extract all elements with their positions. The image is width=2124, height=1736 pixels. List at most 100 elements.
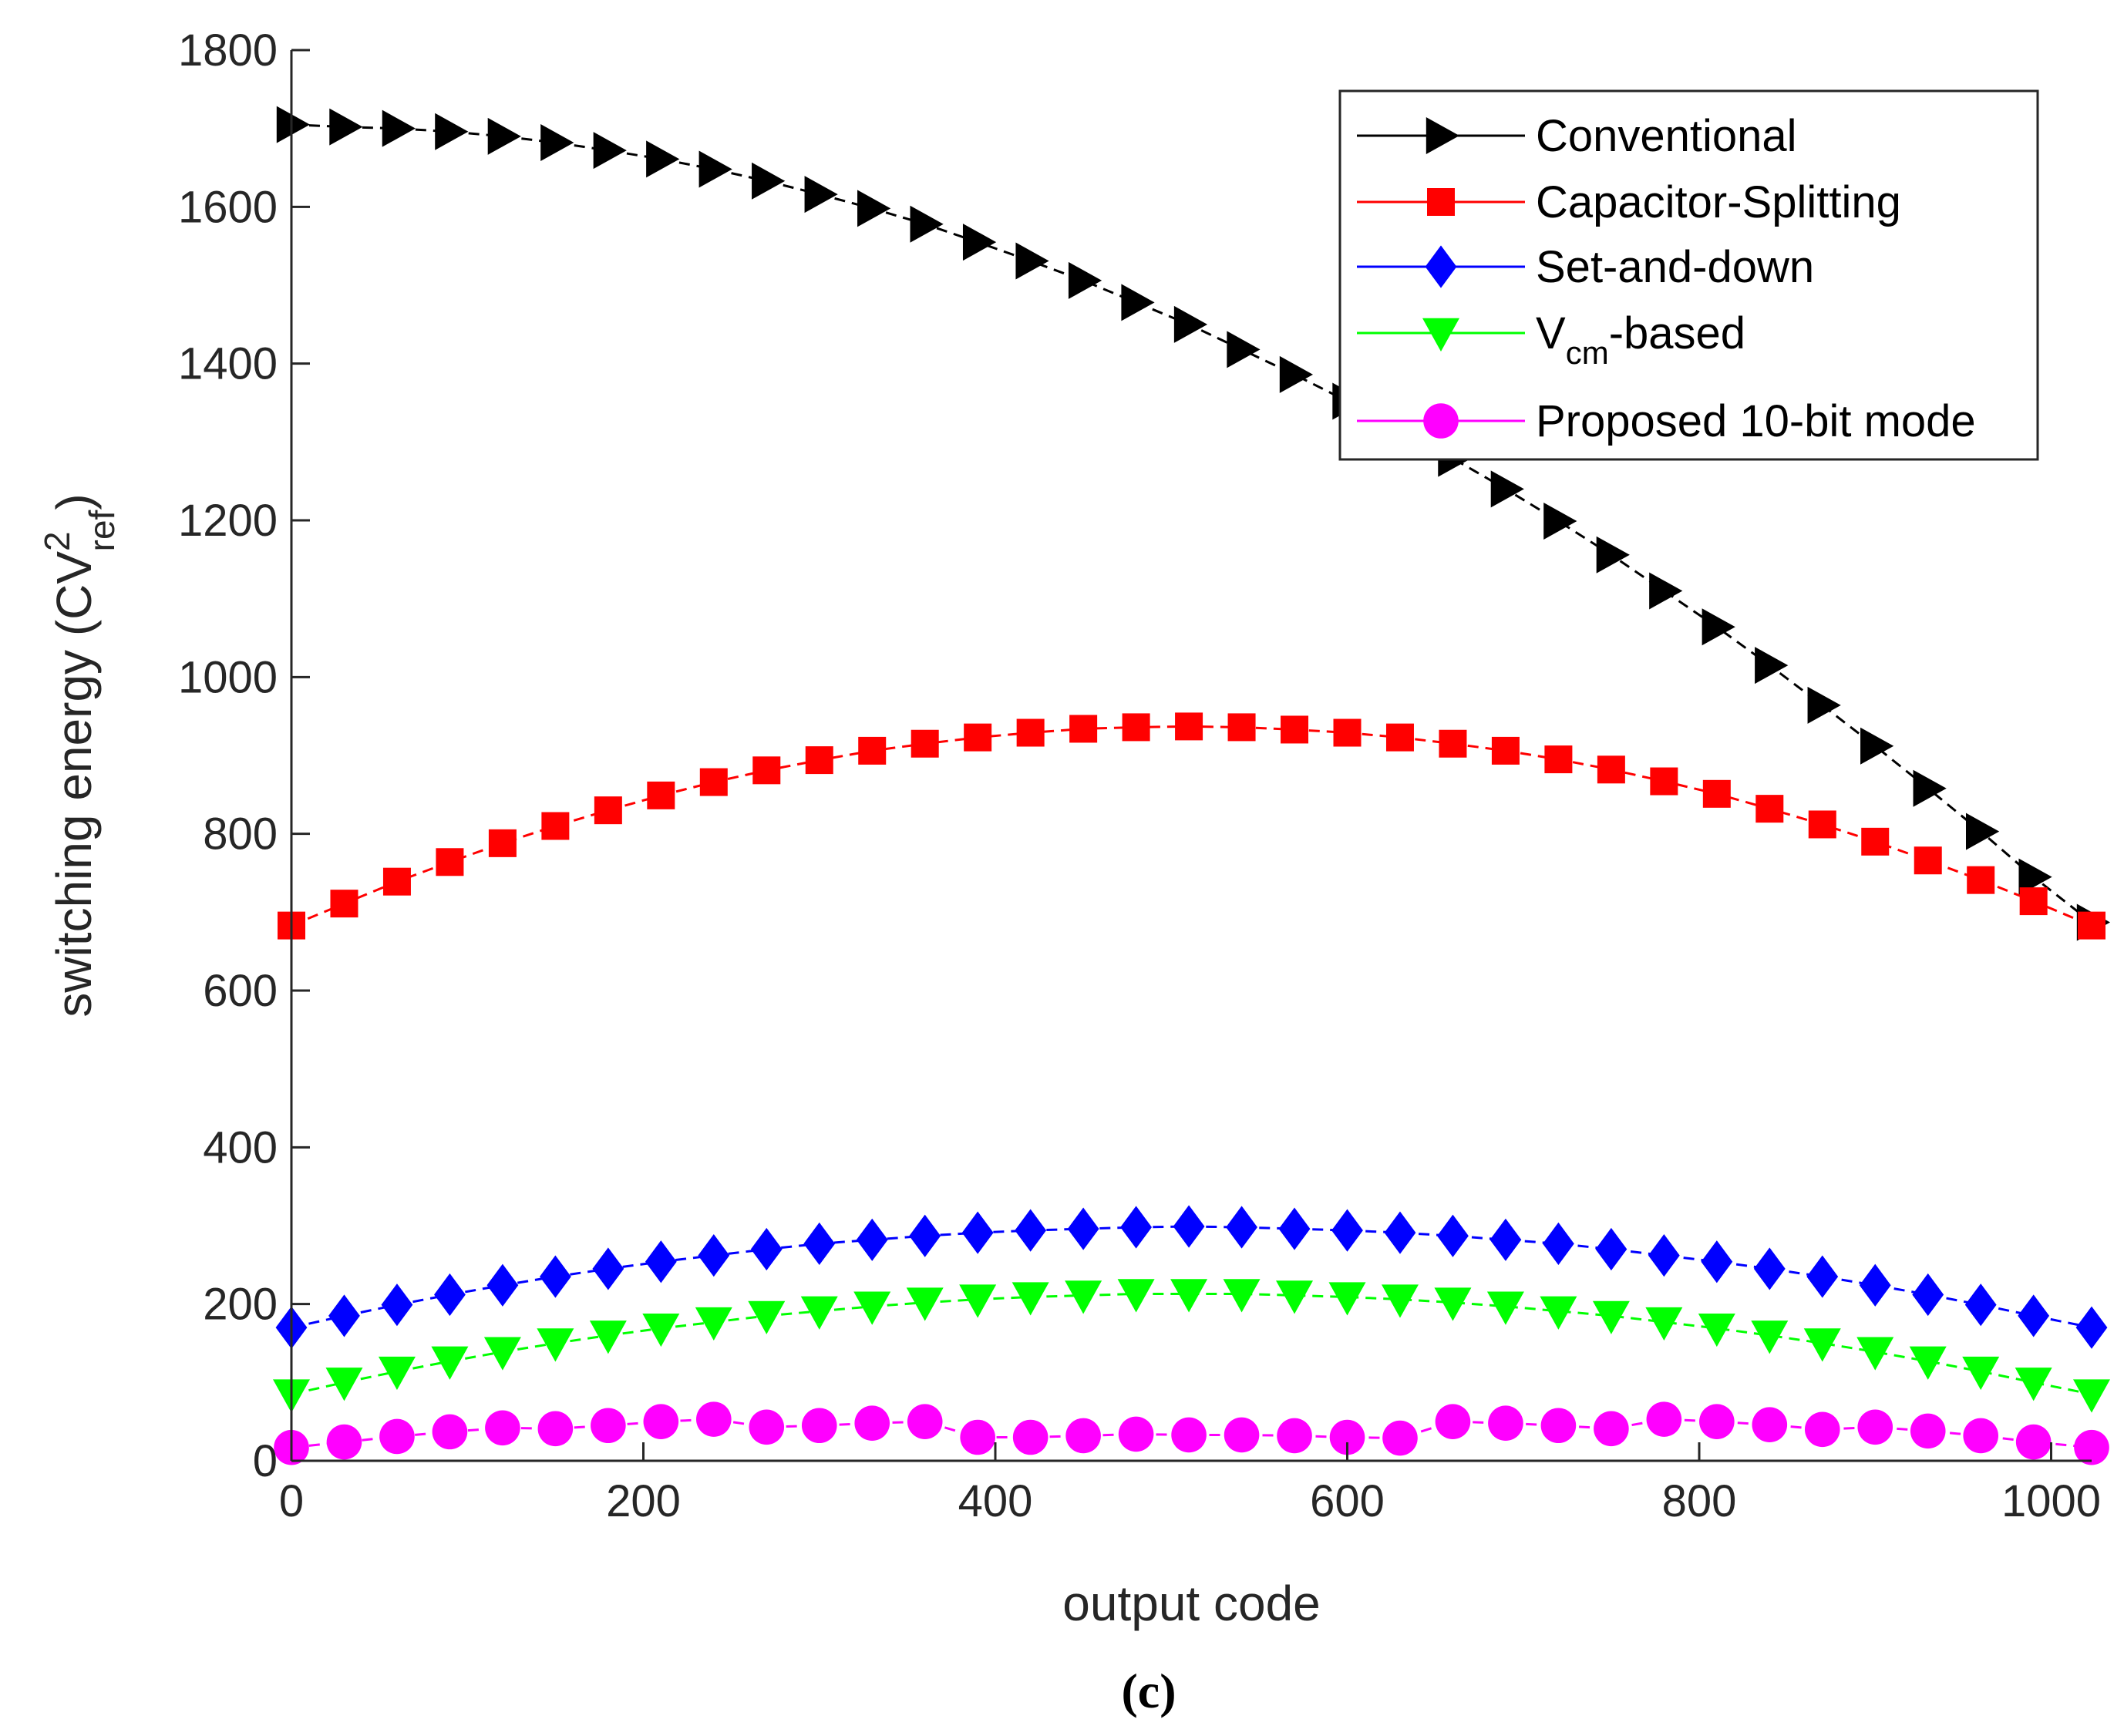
data-point — [1012, 1282, 1049, 1316]
data-point — [643, 1404, 679, 1439]
data-point — [1279, 355, 1314, 393]
data-point — [2075, 1306, 2108, 1349]
data-point — [642, 1313, 680, 1347]
data-point — [1910, 1413, 1946, 1449]
legend-entry: Set-and-down — [1357, 242, 1814, 292]
data-point — [910, 205, 944, 243]
y-tick-label: 800 — [203, 809, 278, 860]
legend-label: Conventional — [1536, 111, 1797, 161]
legend-label: Proposed 10-bit mode — [1536, 396, 1976, 446]
data-point — [1329, 1419, 1365, 1455]
data-point — [1597, 755, 1625, 784]
data-point — [541, 812, 570, 840]
data-point — [2018, 1294, 2050, 1337]
data-point — [1540, 1296, 1577, 1330]
y-tick-label: 1200 — [178, 496, 278, 546]
data-point — [646, 140, 680, 178]
y-tick-label: 1400 — [178, 339, 278, 389]
data-point — [1122, 713, 1150, 742]
legend-marker — [1427, 188, 1455, 216]
data-point — [1544, 745, 1573, 774]
legend-marker — [1426, 117, 1459, 154]
data-point — [752, 756, 781, 785]
data-point — [330, 890, 358, 918]
legend-entry: Vcm-based — [1357, 308, 1745, 371]
data-point — [1333, 718, 1362, 747]
data-point — [1803, 1328, 1841, 1362]
data-point — [382, 109, 416, 147]
data-point — [1592, 1300, 1630, 1334]
data-point — [1488, 1405, 1523, 1441]
data-point — [2019, 887, 2048, 916]
data-point — [378, 1356, 416, 1391]
data-point — [1808, 810, 1836, 839]
y-tick-label: 400 — [203, 1122, 278, 1172]
data-point — [593, 132, 627, 170]
data-point — [435, 113, 469, 150]
data-point — [1015, 242, 1049, 280]
data-point — [909, 1214, 941, 1257]
legend-marker — [1423, 403, 1459, 439]
data-point — [1702, 779, 1731, 808]
data-point — [801, 1408, 837, 1444]
data-point — [1224, 1417, 1260, 1453]
data-point — [1650, 767, 1678, 796]
data-point — [906, 1287, 944, 1321]
series-proposed-10-bit-mode — [274, 1401, 2109, 1465]
data-point — [1856, 1337, 1894, 1371]
data-point — [1382, 1420, 1418, 1456]
data-point — [1173, 305, 1208, 343]
data-point — [1121, 284, 1155, 321]
y-tick-label: 0 — [253, 1436, 278, 1486]
data-point — [1914, 846, 1942, 875]
data-point — [1069, 715, 1098, 743]
data-point — [961, 1211, 994, 1254]
y-tick-label: 1800 — [178, 25, 278, 76]
data-point — [1277, 1418, 1312, 1454]
data-point — [1171, 1417, 1207, 1453]
data-point — [1646, 1401, 1682, 1437]
data-point — [2073, 1379, 2110, 1413]
data-point — [1434, 1287, 1472, 1321]
data-point — [325, 1368, 363, 1401]
data-point — [1489, 1218, 1522, 1261]
data-point — [804, 176, 838, 214]
x-tick-label: 1000 — [2001, 1476, 2101, 1526]
data-point — [1753, 1247, 1786, 1290]
data-point — [1913, 769, 1947, 807]
data-point — [699, 768, 728, 796]
data-point — [1540, 1408, 1577, 1444]
data-point — [1065, 1418, 1101, 1454]
data-point — [537, 1328, 574, 1362]
data-point — [539, 1255, 571, 1298]
data-point — [1118, 1416, 1154, 1452]
data-point — [1751, 1321, 1789, 1354]
data-point — [1227, 713, 1256, 742]
data-point — [1752, 1407, 1788, 1443]
data-point — [1278, 1207, 1311, 1250]
data-point — [1807, 686, 1841, 724]
data-point — [328, 1294, 360, 1337]
y-tick-label: 600 — [203, 966, 278, 1016]
legend-marker — [1425, 245, 1457, 288]
legend-label: Capacitor-Splitting — [1536, 177, 1901, 227]
data-point — [486, 1263, 519, 1307]
data-point — [1861, 827, 1890, 856]
data-point — [483, 1337, 521, 1371]
data-point — [752, 162, 786, 200]
data-point — [329, 108, 363, 146]
data-point — [2015, 1368, 2052, 1401]
data-point — [1649, 572, 1683, 610]
data-point — [645, 1240, 677, 1283]
axes-layer: 0 200 400 600 800 1000 1200 1400 1600 1800 0 200 400… — [37, 25, 2101, 1631]
legend: Conventional Capacitor-Splitting Set-and-d… — [1338, 89, 2039, 461]
data-point — [1699, 1404, 1735, 1439]
data-point — [695, 1307, 732, 1341]
data-point — [2078, 911, 2105, 940]
data-point — [1648, 1234, 1680, 1277]
data-point — [1331, 1209, 1363, 1252]
data-point — [1966, 812, 2000, 850]
data-point — [1804, 1411, 1840, 1448]
data-point — [854, 1405, 890, 1441]
legend-box — [1338, 89, 2039, 461]
